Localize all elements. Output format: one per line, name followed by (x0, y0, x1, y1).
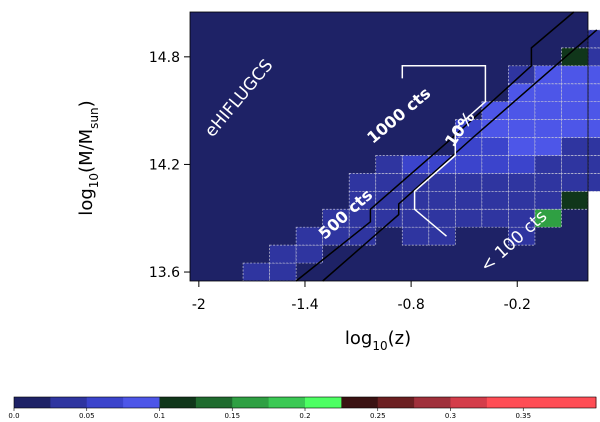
heatmap-cell (587, 137, 600, 156)
y-tick-label: 14.8 (149, 50, 180, 66)
heatmap-cell (534, 155, 562, 174)
colorbar: 0.0 0.05 0.1 0.15 0.2 0.25 0.3 0.35 (8, 396, 597, 420)
heatmap-cell (481, 208, 509, 228)
colorbar-tick-label: 0.0 (8, 412, 19, 420)
heatmap-cell (242, 262, 270, 282)
x-tick-label: -0.8 (397, 297, 424, 313)
heatmap-cell (587, 173, 600, 192)
contour-line (401, 65, 487, 237)
heatmap-cell (295, 244, 324, 264)
heatmap-cell (322, 226, 350, 246)
colorbar-segment (232, 397, 270, 408)
y-tick-label: 14.2 (149, 157, 180, 173)
heatmap-cell (269, 262, 297, 282)
contour-line (295, 11, 575, 282)
heatmap-cell (481, 173, 509, 192)
colorbar-segment (305, 397, 342, 408)
heatmap-cell (534, 101, 562, 120)
x-axis-label: log10(z) (345, 328, 411, 353)
heatmap-cell (561, 65, 589, 85)
heatmap-cell (587, 65, 600, 85)
heatmap-cell (561, 119, 589, 138)
colorbar-segment (450, 397, 488, 408)
heatmap-cell (454, 190, 483, 210)
heatmap-cells (242, 29, 600, 282)
colorbar-segment (523, 397, 561, 408)
heatmap-cell (428, 226, 456, 246)
colorbar-tick-label: 0.1 (154, 412, 165, 420)
heatmap-cell (508, 173, 536, 192)
x-tick-label: -0.2 (504, 297, 531, 313)
colorbar-segment (123, 397, 160, 408)
colorbar-tick-label: 0.35 (515, 412, 531, 420)
heatmap-cell (561, 83, 589, 103)
heatmap-cell (587, 119, 600, 138)
colorbar-segment (414, 397, 451, 408)
heatmap-cell (481, 155, 509, 174)
colorbar-segment (377, 397, 415, 408)
heatmap-cell (401, 226, 430, 246)
colorbar-segment (486, 397, 524, 408)
heatmap-cell (561, 137, 589, 156)
heatmap-cell (561, 101, 589, 120)
heatmap-cell (481, 119, 509, 138)
x-tick-label: -1.4 (291, 297, 318, 313)
y-axis-label: log10(M/Msun) (76, 100, 101, 215)
heatmap-cell (508, 226, 536, 246)
colorbar-segment (195, 397, 233, 408)
heatmap-cell (508, 190, 536, 210)
heatmap-cell (428, 173, 456, 192)
heatmap-cell (587, 101, 600, 120)
y-tick-label: 13.6 (149, 265, 180, 281)
contour-line (322, 29, 598, 282)
plot-frame (189, 11, 589, 282)
y-axis: 13.6 14.2 14.8 (149, 50, 190, 281)
heatmap-cell (534, 119, 562, 138)
colorbar-tick-label: 0.25 (370, 412, 386, 420)
heatmap-cell (454, 173, 483, 192)
heatmap-cell (534, 83, 562, 103)
colorbar-segment (559, 397, 597, 408)
heatmap-cell (534, 173, 562, 192)
heatmap-cell (481, 137, 509, 156)
x-tick-label: -2 (192, 297, 206, 313)
x-axis: -2 -1.4 -0.8 -0.2 (192, 281, 531, 313)
heatmap-cell (561, 173, 589, 192)
heatmap-cell (508, 137, 536, 156)
heatmap-cell (508, 101, 536, 120)
heatmap-cell (428, 208, 456, 228)
contour-lines (295, 11, 598, 282)
heatmap-cell (534, 190, 562, 210)
colorbar-tick-label: 0.15 (224, 412, 240, 420)
heatmap-cell (454, 208, 483, 228)
heatmap-cell (508, 119, 536, 138)
heatmap-cell (587, 155, 600, 174)
heatmap-cell (481, 190, 509, 210)
heatmap-cell (534, 208, 562, 228)
colorbar-segment (268, 397, 306, 408)
heatmap-cell (428, 190, 456, 210)
heatmap-cell (401, 190, 430, 210)
heatmap-cell (375, 155, 403, 174)
heatmap-cell (508, 155, 536, 174)
heatmap-cell (269, 244, 297, 264)
heatmap-cell (375, 173, 403, 192)
colorbar-segment (14, 397, 51, 408)
heatmap-cell (534, 137, 562, 156)
heatmap-cell (587, 83, 600, 103)
colorbar-segment (159, 397, 197, 408)
heatmap-cell (322, 208, 350, 228)
heatmap-cell (561, 190, 589, 210)
heatmap-cell (454, 155, 483, 174)
colorbar-tick-label: 0.3 (445, 412, 456, 420)
heatmap-cell (561, 155, 589, 174)
colorbar-segment (50, 397, 88, 408)
heatmap-cell (587, 47, 600, 67)
colorbar-segment (341, 397, 379, 408)
colorbar-tick-label: 0.2 (299, 412, 310, 420)
colorbar-tick-label: 0.05 (79, 412, 95, 420)
colorbar-segment (86, 397, 124, 408)
